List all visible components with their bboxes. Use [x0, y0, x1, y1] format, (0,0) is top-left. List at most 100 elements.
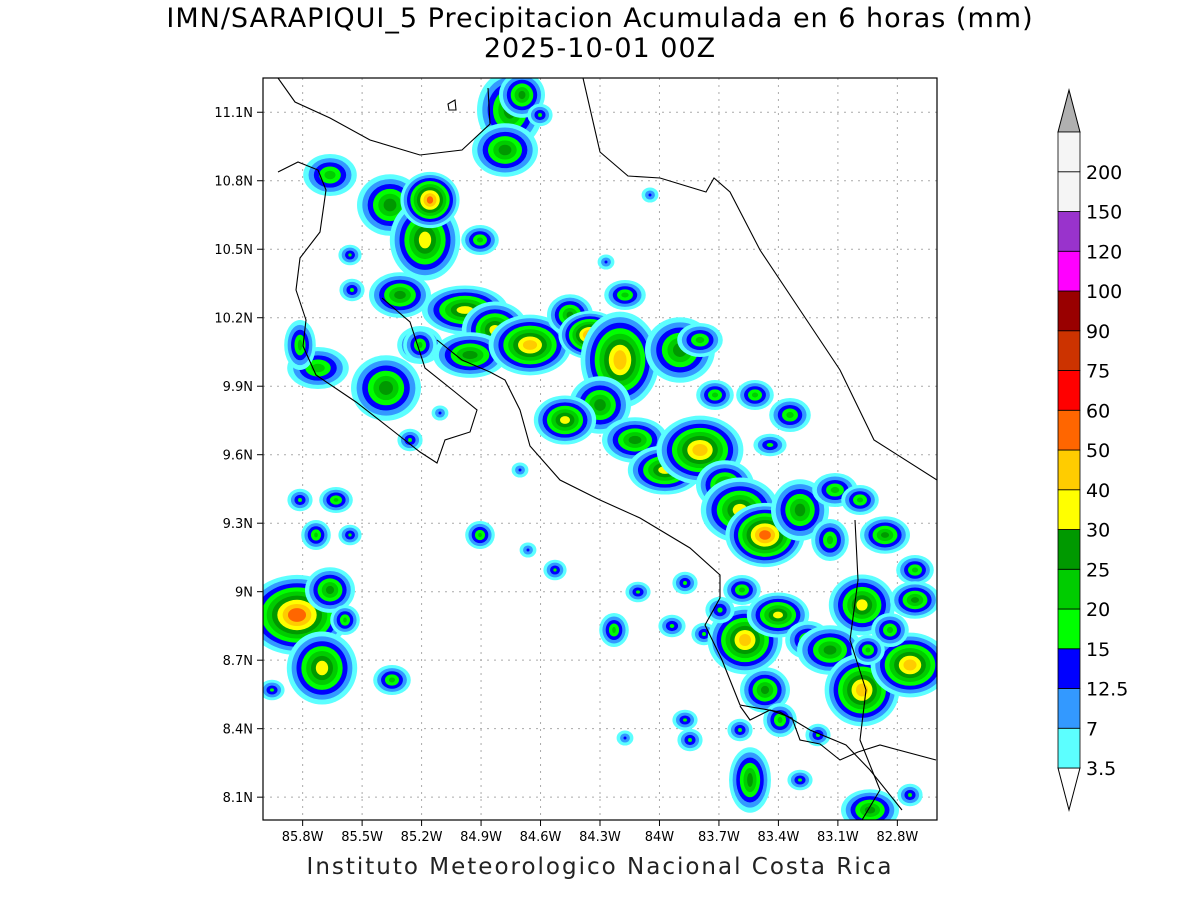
y-tick-label: 10.5N — [214, 243, 253, 258]
precip-contour-level — [333, 498, 339, 502]
precip-cell — [896, 554, 934, 586]
precip-cell — [736, 379, 774, 411]
colorbar-swatch — [1057, 330, 1081, 371]
precip-cell — [860, 516, 910, 554]
x-tick-label: 82.8W — [876, 830, 918, 845]
x-tick-label: 83.4W — [758, 830, 800, 845]
colorbar-label: 100 — [1086, 281, 1122, 303]
x-tick-label: 84W — [645, 830, 675, 845]
precip-contour-level — [394, 290, 406, 300]
precip-cell — [305, 567, 355, 613]
colorbar-label: 7 — [1086, 718, 1098, 740]
precip-contour-level — [604, 260, 608, 264]
precip-cell — [319, 486, 353, 514]
precip-contour-level — [688, 738, 692, 742]
y-tick-label: 9.3N — [223, 517, 253, 532]
precip-contour-level — [794, 503, 806, 517]
coastline-north — [277, 78, 491, 156]
precip-cell — [841, 484, 879, 516]
precip-contour-level — [760, 685, 770, 695]
precip-cell — [527, 103, 553, 127]
precipitation-field — [263, 78, 937, 820]
colorbar-swatch — [1057, 449, 1081, 491]
colorbar-label: 150 — [1086, 202, 1122, 224]
precip-contour-level — [348, 533, 352, 537]
precip-cell — [740, 667, 790, 713]
precip-contour-level — [669, 624, 675, 628]
precip-contour-level — [343, 617, 347, 623]
precip-contour-level — [738, 728, 742, 732]
precip-cell — [472, 123, 538, 177]
precip-contour-level — [297, 339, 303, 351]
colorbar-label: 40 — [1086, 480, 1110, 502]
lake-outline — [447, 99, 457, 111]
precip-cell — [641, 187, 659, 203]
colorbar-label: 15 — [1086, 639, 1110, 661]
precip-cell — [287, 488, 313, 512]
colorbar-label: 90 — [1086, 321, 1110, 343]
precip-contour-level — [856, 599, 868, 611]
latitude-axis: 11.1N 10.8N 10.5N 10.2N 9.9N 9.6N 9.3N 9N 8.7N 8.… — [214, 106, 263, 806]
y-tick-label: 8.4N — [223, 723, 253, 738]
precip-cell — [338, 524, 362, 546]
precip-cell — [727, 718, 753, 742]
x-tick-label: 84.6W — [520, 830, 562, 845]
colorbar-swatch — [1057, 290, 1081, 332]
precip-cell — [338, 244, 362, 266]
precip-contour-level — [325, 585, 335, 595]
colorbar-swatch — [1057, 489, 1081, 530]
precip-cell — [753, 433, 787, 457]
precip-cell — [284, 319, 316, 371]
precip-contour-level — [522, 340, 538, 350]
colorbar-swatch — [1057, 688, 1081, 729]
precip-contour-level — [636, 590, 640, 594]
precip-contour-level — [823, 645, 837, 655]
precip-contour-level — [348, 253, 352, 257]
precip-contour-level — [739, 634, 751, 646]
y-tick-label: 8.7N — [223, 654, 253, 669]
x-tick-label: 84.9W — [460, 830, 502, 845]
x-tick-label: 85.5W — [341, 830, 383, 845]
x-tick-label: 84.3W — [579, 830, 621, 845]
precip-contour-level — [426, 196, 434, 204]
border-panama — [849, 519, 881, 820]
precip-cell — [403, 327, 437, 363]
colorbar-label: 20 — [1086, 599, 1110, 621]
precip-contour-level — [298, 498, 302, 502]
colorbar-label: 50 — [1086, 440, 1110, 462]
y-tick-label: 8.1N — [223, 791, 253, 806]
precip-contour-level — [702, 632, 706, 636]
precip-contour-level — [538, 113, 542, 117]
colorbar-label: 200 — [1086, 162, 1122, 184]
precip-contour-level — [270, 688, 274, 692]
colorbar-max-arrow — [1057, 88, 1081, 133]
colorbar-label: 30 — [1086, 520, 1110, 542]
precip-contour-level — [594, 399, 606, 411]
precip-cell — [543, 559, 567, 581]
precip-cell — [841, 789, 899, 820]
x-tick-label: 85.8W — [282, 830, 324, 845]
precip-contour-level — [518, 468, 522, 472]
precip-cell — [805, 723, 831, 747]
colorbar-swatch — [1057, 250, 1081, 292]
precip-contour-level — [518, 90, 526, 100]
precip-contour-level — [383, 198, 397, 212]
precip-contour-level — [526, 548, 530, 552]
precip-contour-level — [388, 677, 396, 683]
precip-cell — [723, 574, 761, 606]
precip-cell — [602, 417, 668, 463]
precip-cell — [597, 254, 615, 270]
colorbar-swatch — [1057, 171, 1081, 212]
precip-contour-level — [908, 793, 912, 797]
colorbar-label: 12.5 — [1086, 679, 1128, 701]
precip-cell — [369, 272, 431, 318]
precip-contour-level — [798, 778, 802, 782]
colorbar-swatch — [1057, 727, 1081, 769]
y-tick-label: 9N — [235, 586, 253, 601]
precip-contour-level — [692, 444, 708, 456]
colorbar-min-arrow — [1057, 767, 1081, 812]
precip-cell — [851, 634, 885, 666]
precip-cell — [729, 747, 771, 813]
coastline-caribbean — [582, 78, 937, 481]
precip-cell — [625, 581, 651, 603]
